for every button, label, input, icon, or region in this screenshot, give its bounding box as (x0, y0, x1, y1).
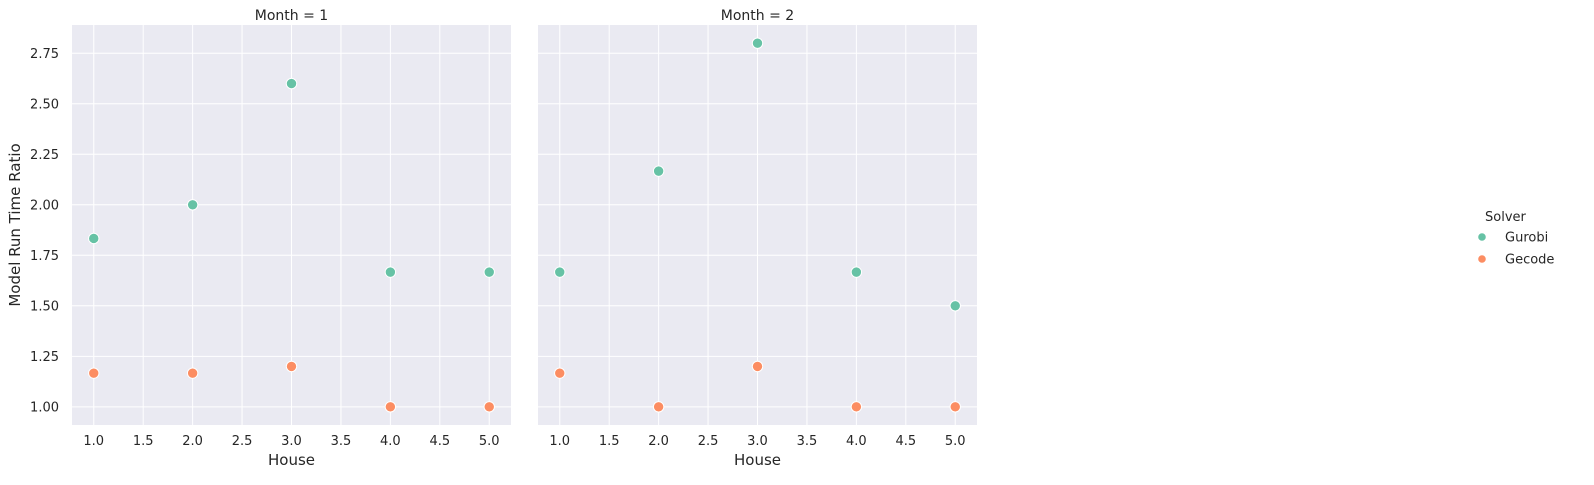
data-point-gurobi (285, 77, 298, 90)
data-point-gecode (384, 401, 397, 413)
data-point-gecode (652, 401, 665, 413)
legend-label: Gecode (1505, 253, 1554, 268)
x-tick-label: 3.0 (747, 434, 768, 449)
data-point-gurobi (88, 232, 100, 245)
x-tick-label: 1.5 (133, 434, 154, 449)
x-tick-label: 2.0 (182, 434, 203, 449)
facet-panel: 1.0 1.5 2.0 2.5 3.0 3.5 4.0 4.5 5.0 Month = 2 Hous… (538, 8, 977, 469)
y-tick-label: 2.50 (30, 97, 59, 112)
legend-label: Gurobi (1505, 231, 1548, 246)
x-tick-label: 4.5 (895, 434, 916, 449)
data-point-gecode (949, 401, 961, 413)
data-point-gurobi (949, 300, 961, 312)
x-tick-label: 4.0 (380, 434, 401, 449)
x-tick-label: 4.0 (846, 434, 867, 449)
y-tick-label: 2.25 (30, 148, 59, 163)
x-axis-title: House (268, 451, 315, 469)
legend-title: Solver (1485, 210, 1527, 225)
y-axis-title: Model Run Time Ratio (6, 143, 24, 306)
facet-title: Month = 2 (721, 8, 794, 24)
data-point-gurobi (186, 199, 199, 211)
data-point-gecode (483, 401, 495, 413)
facet-title: Month = 1 (255, 8, 328, 24)
data-point-gurobi (751, 37, 764, 49)
x-tick-label: 1.0 (83, 434, 104, 449)
x-tick-label: 3.5 (331, 434, 352, 449)
facet-panel: 1.0 1.5 2.0 2.5 3.0 3.5 4.0 4.5 5.0 1.00 1.25 1.50 1… (6, 8, 511, 469)
x-tick-label: 2.0 (648, 434, 669, 449)
data-point-gurobi (554, 266, 566, 278)
y-tick-label: 1.75 (30, 249, 59, 264)
data-point-gecode (285, 360, 298, 373)
x-tick-label: 4.5 (429, 434, 450, 449)
data-point-gecode (751, 360, 764, 373)
x-tick-label: 2.5 (698, 434, 719, 449)
y-tick-label: 2.75 (30, 47, 59, 62)
data-point-gurobi (850, 266, 863, 278)
y-tick-label: 2.00 (30, 198, 59, 213)
x-tick-label: 5.0 (945, 434, 966, 449)
x-tick-label: 1.0 (549, 434, 570, 449)
legend-marker (1477, 232, 1487, 242)
data-point-gurobi (652, 165, 665, 177)
x-tick-label: 3.0 (281, 434, 302, 449)
x-tick-label: 3.5 (797, 434, 818, 449)
legend: Solver Gurobi Gecode (1477, 210, 1554, 268)
data-point-gecode (850, 401, 863, 413)
data-point-gecode (88, 367, 100, 379)
legend-marker (1477, 254, 1487, 264)
data-point-gurobi (483, 266, 495, 278)
data-point-gecode (186, 367, 199, 379)
x-axis-title: House (734, 451, 781, 469)
x-tick-label: 5.0 (479, 434, 500, 449)
y-tick-label: 1.25 (30, 350, 59, 365)
data-point-gurobi (384, 266, 397, 278)
data-point-gecode (554, 367, 566, 379)
y-tick-label: 1.00 (30, 400, 59, 415)
y-tick-label: 1.50 (30, 299, 59, 314)
x-tick-label: 1.5 (599, 434, 620, 449)
x-tick-label: 2.5 (232, 434, 253, 449)
